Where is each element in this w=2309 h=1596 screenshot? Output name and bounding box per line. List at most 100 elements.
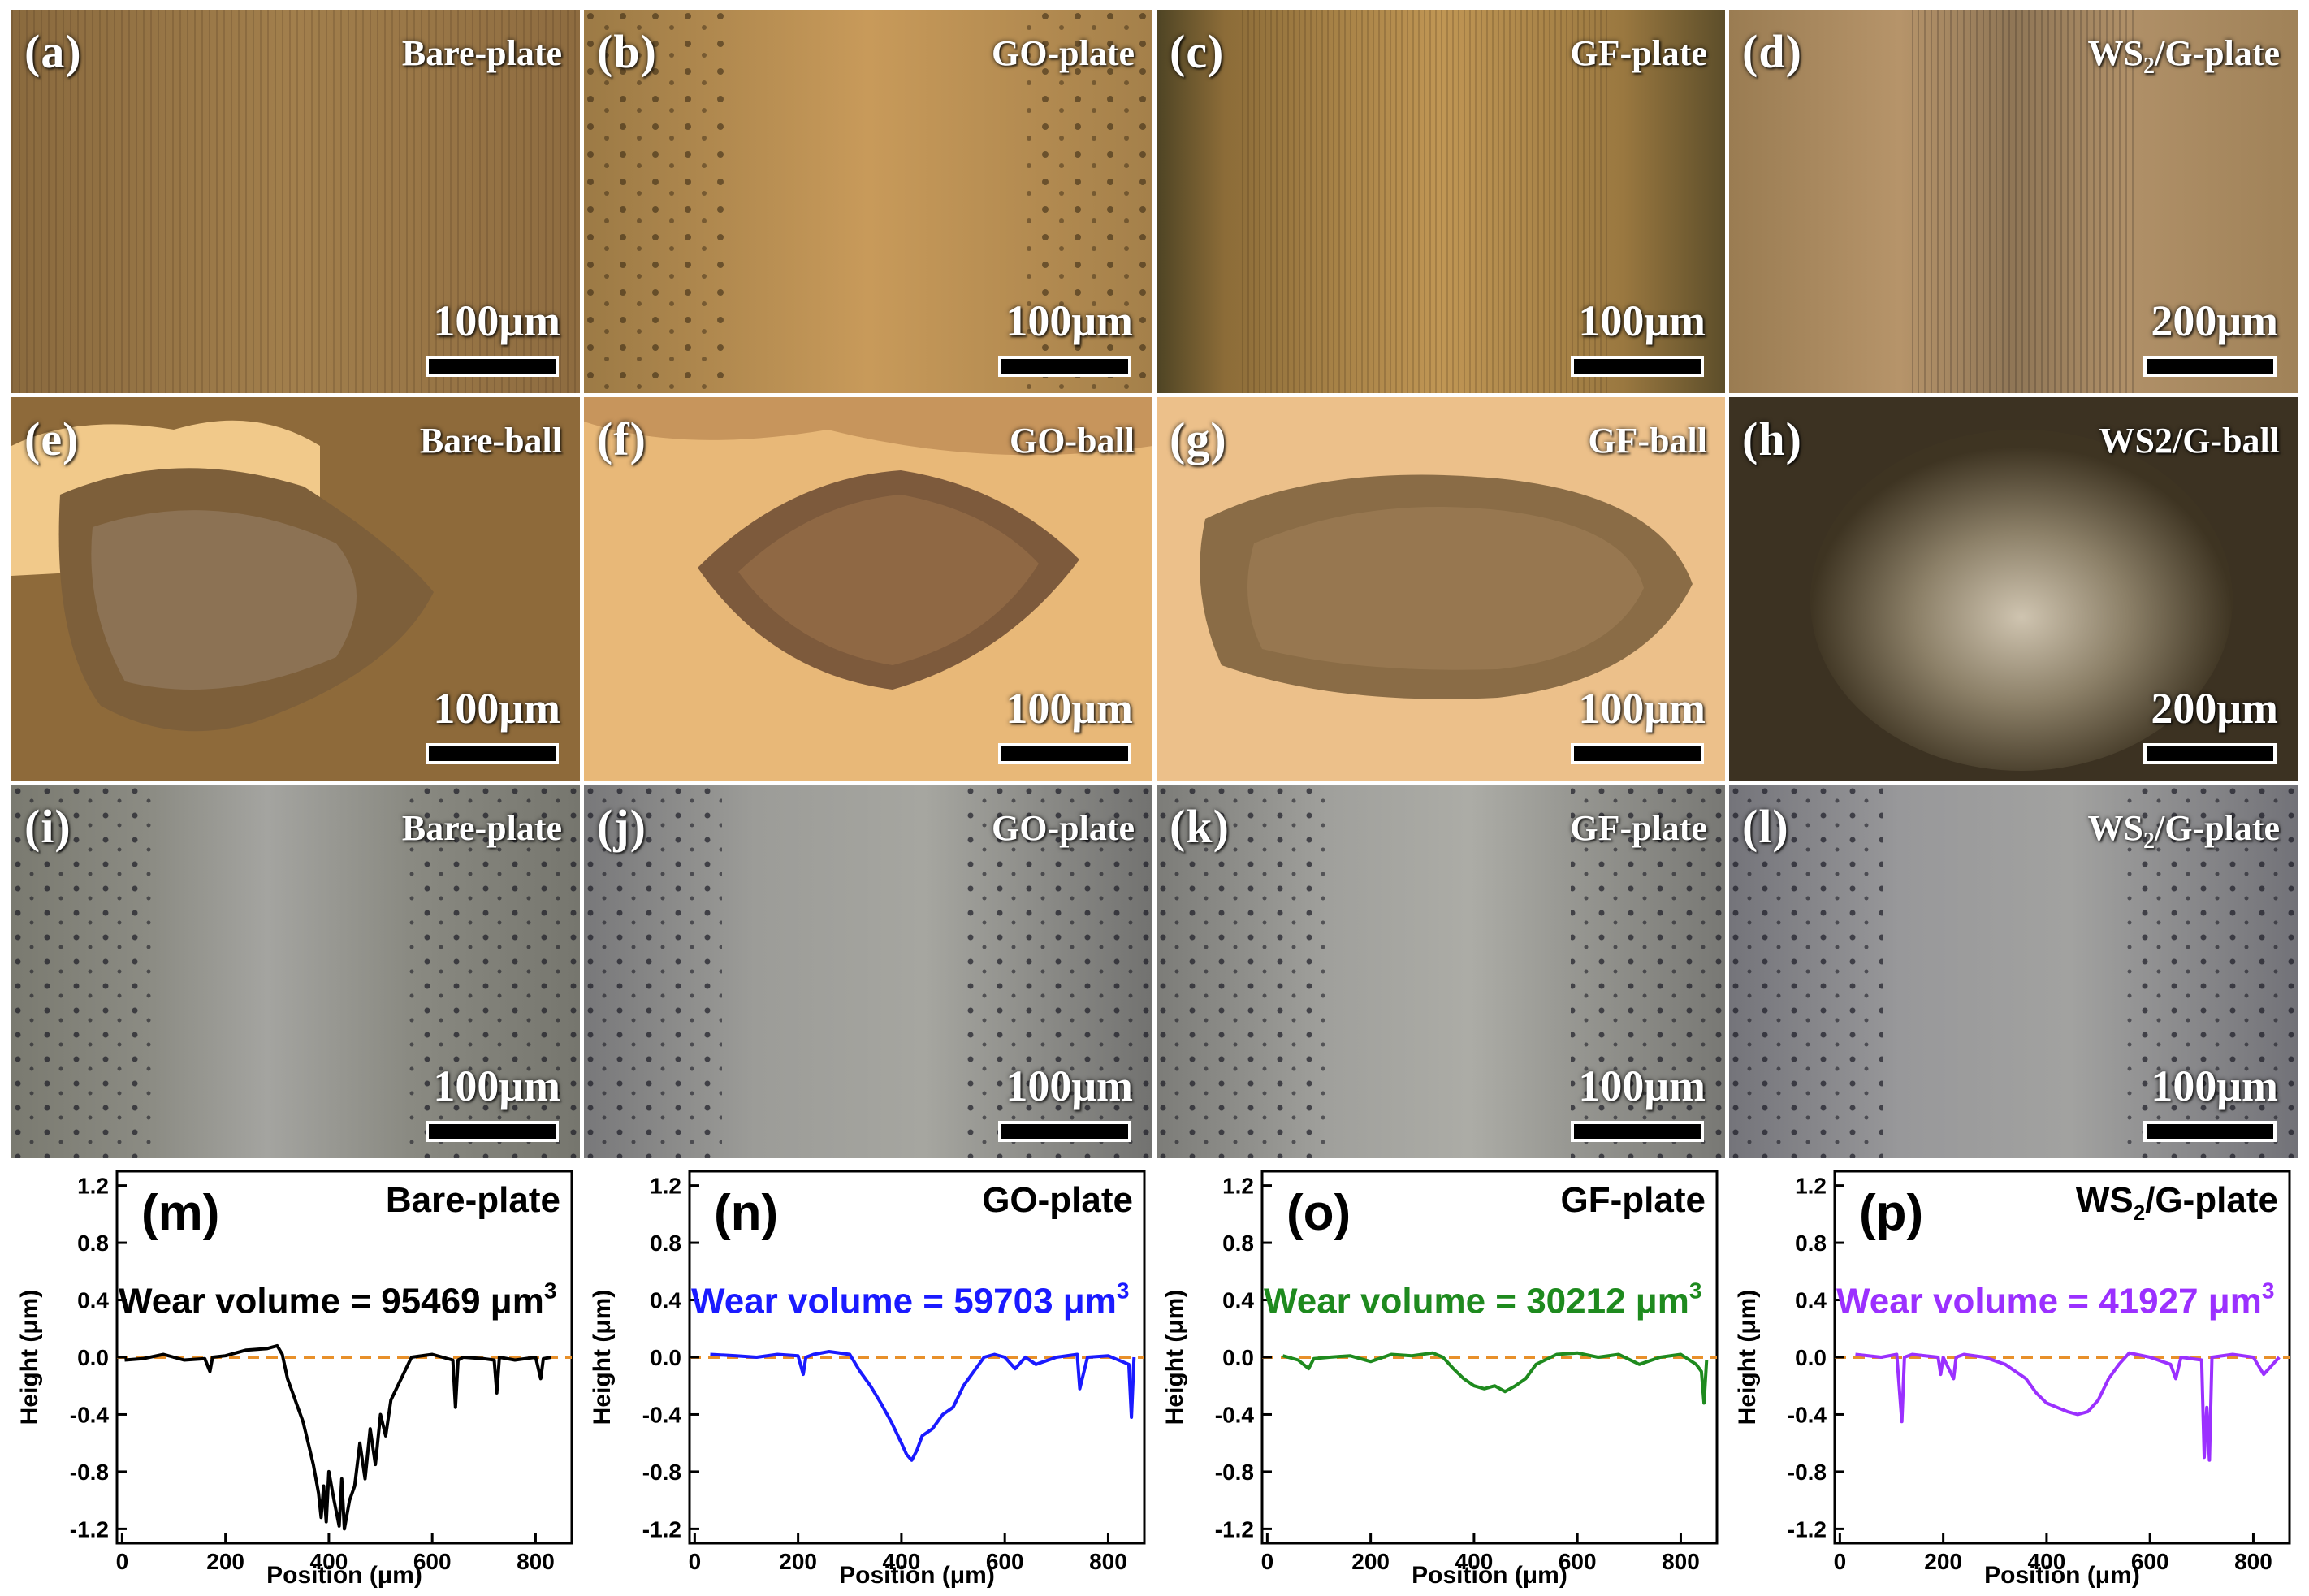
x-tick-label: 600 bbox=[2131, 1549, 2169, 1574]
panel-label: (l) bbox=[1742, 800, 1789, 853]
scale-bar-label: 100μm bbox=[433, 296, 560, 345]
micrograph-image bbox=[1157, 397, 1725, 781]
y-tick-label: 1.2 bbox=[650, 1174, 681, 1199]
y-tick-label: 0.8 bbox=[1795, 1231, 1827, 1256]
x-tick-label: 400 bbox=[1455, 1549, 1494, 1574]
micrograph-image bbox=[11, 10, 580, 393]
scale-bar-label: 200μm bbox=[2151, 684, 2278, 733]
x-tick-label: 800 bbox=[2234, 1549, 2272, 1574]
y-axis-label: Height (μm) bbox=[1161, 1290, 1188, 1425]
annotation-text: Wear volume = 59703 μm bbox=[691, 1282, 1117, 1321]
title-rest: /G-plate bbox=[2155, 33, 2280, 73]
scale-bar-label: 100μm bbox=[1578, 1062, 1706, 1110]
x-tick-label: 0 bbox=[1261, 1549, 1274, 1574]
chart-title: Bare-plate bbox=[386, 1180, 560, 1220]
panel-label: (d) bbox=[1742, 25, 1802, 78]
scale-bar bbox=[426, 356, 559, 377]
scale-bar-label: 100μm bbox=[2151, 1062, 2278, 1110]
panel-title: Bare-ball bbox=[419, 421, 562, 461]
micrograph-image bbox=[584, 785, 1152, 1158]
x-tick-label: 400 bbox=[883, 1549, 921, 1574]
y-tick-label: 0.4 bbox=[1795, 1288, 1827, 1313]
scale-bar-label: 100μm bbox=[1578, 296, 1706, 345]
y-tick-label: -0.8 bbox=[1788, 1460, 1827, 1485]
panel-c: (c) GF-plate 100μm bbox=[1157, 10, 1725, 393]
scale-bar bbox=[1571, 1121, 1704, 1142]
x-axis-label: Position (μm) bbox=[1412, 1562, 1567, 1588]
y-tick-label: -0.8 bbox=[70, 1460, 109, 1485]
panel-title: WS2/G-ball bbox=[2099, 421, 2281, 461]
y-tick-label: 0.0 bbox=[650, 1345, 681, 1370]
scale-bar-label: 100μm bbox=[1005, 1062, 1133, 1110]
micrograph-image bbox=[11, 397, 580, 781]
x-tick-label: 200 bbox=[206, 1549, 244, 1574]
panel-f: (f) GO-ball 100μm bbox=[584, 397, 1152, 781]
y-tick-label: -0.8 bbox=[642, 1460, 681, 1485]
y-tick-label: -0.4 bbox=[70, 1402, 110, 1427]
scale-bar bbox=[998, 743, 1131, 764]
y-tick-label: -0.4 bbox=[1788, 1402, 1827, 1427]
wear-volume-annotation: Wear volume = 59703 μm3 bbox=[691, 1278, 1129, 1321]
panel-label: (k) bbox=[1170, 800, 1230, 853]
panel-label: (j) bbox=[597, 800, 646, 853]
panel-g: (g) GF-ball 100μm bbox=[1157, 397, 1725, 781]
y-tick-label: -0.8 bbox=[1215, 1460, 1254, 1485]
y-axis-label: Height (μm) bbox=[589, 1290, 616, 1425]
profile-chart-n: 1.2 0.8 0.4 0.0 -0.4 -0.8 -1.2 0 200 400 600 800 Pos… bbox=[589, 1170, 1146, 1588]
x-tick-label: 800 bbox=[1662, 1549, 1700, 1574]
x-tick-label: 600 bbox=[413, 1549, 452, 1574]
scale-bar-label: 100μm bbox=[1578, 684, 1706, 733]
micrograph-image bbox=[1157, 785, 1725, 1158]
title-subscript: 2 bbox=[2134, 1200, 2145, 1225]
panel-k: (k) GF-plate 100μm bbox=[1157, 785, 1725, 1158]
panel-title: Bare-plate bbox=[401, 33, 562, 73]
annotation-text: Wear volume = 41927 μm bbox=[1836, 1282, 2262, 1321]
panel-j: (j) GO-plate 100μm bbox=[584, 785, 1152, 1158]
title-subscript: 2 bbox=[2143, 828, 2155, 854]
profile-chart-m: 1.2 0.8 0.4 0.0 -0.4 -0.8 -1.2 0 200 400 600 800 Pos… bbox=[16, 1170, 573, 1588]
panel-title: GO-ball bbox=[1009, 421, 1135, 461]
x-tick-label: 200 bbox=[1924, 1549, 1962, 1574]
panel-label: (b) bbox=[597, 25, 657, 78]
micrograph-image bbox=[584, 397, 1152, 781]
profile-chart-p: 1.2 0.8 0.4 0.0 -0.4 -0.8 -1.2 0 200 400 600 800 Pos… bbox=[1734, 1170, 2291, 1588]
panel-a: (a) Bare-plate 100μm bbox=[11, 10, 580, 393]
title-main: WS bbox=[2087, 33, 2144, 73]
series-line bbox=[124, 1343, 551, 1531]
panel-e: (e) Bare-ball 100μm bbox=[11, 397, 580, 781]
panel-label: (h) bbox=[1742, 413, 1802, 465]
y-tick-label: 0.0 bbox=[77, 1345, 109, 1370]
x-tick-label: 600 bbox=[1559, 1549, 1597, 1574]
y-tick-label: -1.2 bbox=[1215, 1516, 1254, 1542]
scale-bar-label: 100μm bbox=[433, 684, 560, 733]
annotation-superscript: 3 bbox=[1689, 1278, 1702, 1304]
panel-label: (p) bbox=[1859, 1185, 1923, 1241]
scale-bar bbox=[1571, 743, 1704, 764]
panel-label: (c) bbox=[1170, 25, 1225, 78]
title-rest: /G-plate bbox=[2145, 1180, 2278, 1220]
scale-bar-label: 100μm bbox=[433, 1062, 560, 1110]
x-axis-label: Position (μm) bbox=[266, 1562, 422, 1588]
panel-h: (h) WS2/G-ball 200μm bbox=[1729, 397, 2298, 781]
x-tick-label: 0 bbox=[116, 1549, 129, 1574]
panel-title: WS2/G-plate bbox=[2088, 32, 2280, 80]
y-tick-label: 0.0 bbox=[1222, 1345, 1254, 1370]
y-tick-label: 0.8 bbox=[650, 1231, 681, 1256]
y-tick-label: 0.4 bbox=[1222, 1288, 1254, 1313]
series-line bbox=[1855, 1351, 2281, 1462]
x-tick-label: 0 bbox=[689, 1549, 702, 1574]
y-axis-label: Height (μm) bbox=[1734, 1290, 1761, 1425]
scale-bar bbox=[426, 743, 559, 764]
scale-bar-label: 200μm bbox=[2151, 296, 2278, 345]
x-axis-label: Position (μm) bbox=[839, 1562, 995, 1588]
x-tick-label: 400 bbox=[310, 1549, 348, 1574]
title-main: WS bbox=[2076, 1180, 2134, 1220]
chart-title: WS2/G-plate bbox=[2076, 1180, 2278, 1225]
panel-title: GF-ball bbox=[1588, 421, 1707, 461]
panel-title: GF-plate bbox=[1570, 808, 1707, 848]
annotation-text: Wear volume = 30212 μm bbox=[1264, 1282, 1689, 1321]
x-tick-label: 600 bbox=[986, 1549, 1024, 1574]
micrograph-image bbox=[1729, 785, 2298, 1158]
scale-bar bbox=[998, 356, 1131, 377]
scale-bar-label: 100μm bbox=[1005, 296, 1133, 345]
